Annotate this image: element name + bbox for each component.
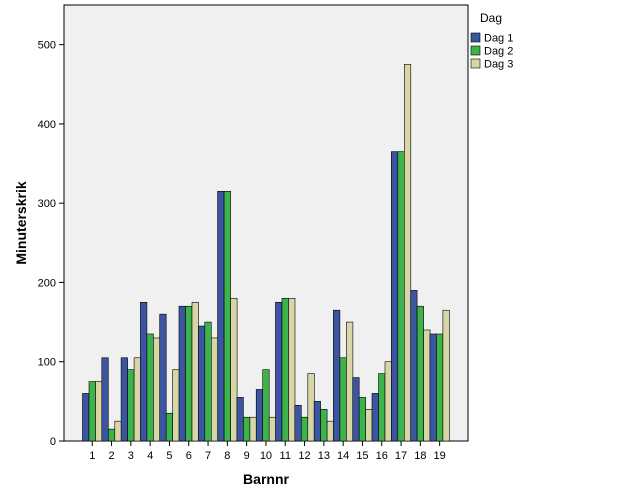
x-tick-label: 9 (244, 450, 250, 462)
bar-6-dag-3 (191, 301, 199, 442)
bar-10-dag-1 (255, 389, 264, 442)
bar-17-dag-1 (390, 151, 399, 442)
bar-12-dag-1 (294, 405, 302, 442)
bar-3-dag-2 (127, 369, 135, 442)
bar-7-dag-3 (211, 337, 219, 442)
y-tick-label: 300 (38, 198, 56, 210)
bar-14-dag-3 (346, 321, 354, 442)
x-tick-label: 18 (414, 450, 426, 462)
bar-4-dag-2 (146, 333, 154, 442)
bar-2-dag-2 (108, 428, 116, 442)
bar-10-dag-3 (268, 416, 277, 442)
bar-18-dag-1 (410, 290, 418, 442)
bar-4-dag-3 (153, 337, 161, 442)
bar-2-dag-1 (101, 357, 109, 442)
bar-14-dag-2 (339, 357, 347, 442)
bar-11-dag-3 (288, 298, 296, 442)
bar-11-dag-1 (275, 301, 283, 442)
legend-swatch-dag-1 (470, 32, 481, 43)
y-tick-label: 100 (38, 357, 56, 369)
bar-13-dag-1 (313, 401, 321, 442)
legend-label-dag-3: Dag 3 (484, 59, 513, 71)
y-tick-label: 400 (38, 119, 56, 131)
bar-5-dag-3 (172, 369, 180, 442)
bar-7-dag-1 (198, 325, 206, 442)
bar-17-dag-2 (397, 151, 405, 442)
bar-15-dag-1 (352, 377, 360, 442)
x-tick-label: 17 (395, 450, 407, 462)
bars-group (82, 64, 450, 442)
legend-swatch-dag-2 (470, 45, 481, 56)
bar-3-dag-3 (133, 357, 141, 442)
legend-label-dag-2: Dag 2 (484, 46, 513, 58)
x-tick-label: 16 (376, 450, 388, 462)
bar-4-dag-1 (140, 301, 148, 442)
x-tick-label: 15 (356, 450, 368, 462)
x-tick-label: 3 (128, 450, 134, 462)
bar-16-dag-2 (378, 373, 386, 442)
bar-7-dag-2 (204, 321, 212, 442)
x-axis-label: Barnnr (243, 471, 289, 487)
y-axis: 0 100 200 300 400 500 (38, 40, 64, 448)
x-axis: 1 2 3 4 5 6 7 8 9 10 11 12 13 14 15 16 17 18 19 (89, 441, 446, 462)
bar-17-dag-3 (403, 64, 412, 442)
x-tick-label: 8 (224, 450, 230, 462)
bar-19-dag-3 (442, 309, 450, 442)
bar-15-dag-2 (358, 397, 367, 442)
y-tick-label: 200 (38, 277, 56, 289)
bar-14-dag-1 (333, 309, 341, 442)
x-tick-label: 2 (108, 450, 114, 462)
bar-19-dag-2 (436, 333, 444, 442)
x-tick-label: 1 (89, 450, 95, 462)
bar-8-dag-3 (230, 298, 238, 442)
x-tick-label: 10 (260, 450, 272, 462)
bar-12-dag-3 (307, 373, 315, 442)
bar-13-dag-2 (320, 408, 328, 442)
bar-8-dag-1 (217, 190, 225, 442)
bar-5-dag-2 (165, 412, 173, 442)
bar-12-dag-2 (300, 416, 309, 442)
bar-16-dag-3 (384, 361, 392, 442)
legend-swatch-dag-3 (470, 58, 481, 69)
legend-label-dag-1: Dag 1 (484, 33, 513, 45)
x-tick-label: 6 (186, 450, 192, 462)
bar-13-dag-3 (326, 420, 334, 442)
bar-18-dag-2 (416, 305, 424, 442)
x-tick-label: 11 (280, 450, 291, 462)
x-tick-label: 13 (318, 450, 330, 462)
bar-16-dag-1 (371, 393, 379, 442)
x-tick-label: 14 (337, 450, 349, 462)
bar-19-dag-1 (429, 333, 437, 442)
x-tick-label: 5 (166, 450, 172, 462)
y-tick-label: 0 (50, 436, 56, 448)
bar-1-dag-1 (82, 393, 90, 442)
bar-9-dag-2 (243, 416, 251, 442)
y-tick-label: 500 (38, 40, 56, 52)
x-tick-label: 19 (434, 450, 446, 462)
legend-title: Dag (480, 11, 502, 25)
bar-15-dag-3 (365, 408, 373, 442)
bar-6-dag-2 (185, 305, 193, 442)
bar-9-dag-1 (236, 397, 244, 442)
x-tick-label: 12 (298, 450, 310, 462)
bar-2-dag-3 (114, 420, 122, 442)
bar-18-dag-3 (423, 329, 431, 442)
x-tick-label: 7 (205, 450, 211, 462)
x-tick-label: 4 (147, 450, 153, 462)
bar-3-dag-1 (120, 357, 128, 442)
bar-6-dag-1 (178, 305, 186, 442)
bar-5-dag-1 (159, 313, 167, 442)
bar-1-dag-3 (95, 381, 103, 442)
bar-9-dag-3 (249, 416, 257, 442)
bar-10-dag-2 (262, 369, 270, 442)
bar-8-dag-2 (223, 190, 231, 442)
y-axis-label: Minuterskrik (13, 181, 29, 264)
bar-1-dag-2 (88, 381, 96, 442)
bar-11-dag-2 (281, 298, 289, 442)
